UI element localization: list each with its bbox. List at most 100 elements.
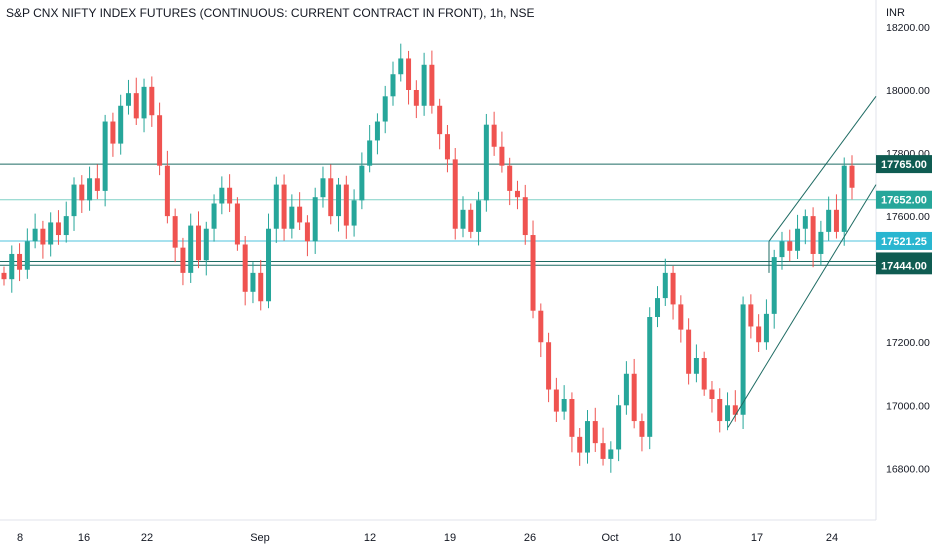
x-tick-label: 8 <box>17 532 23 544</box>
candle <box>125 93 131 106</box>
candle <box>429 64 435 106</box>
candle <box>600 443 606 459</box>
price-label-text: 17765.00 <box>881 159 927 171</box>
price-label-tag <box>876 155 932 174</box>
y-tick-label: 16800.00 <box>886 463 930 475</box>
candle <box>281 184 287 229</box>
candle <box>328 178 334 217</box>
candle <box>670 272 676 305</box>
candle <box>242 244 248 292</box>
candle <box>297 206 303 223</box>
candle <box>756 326 762 343</box>
candle <box>468 209 474 232</box>
candle <box>849 165 855 188</box>
candle <box>740 304 746 415</box>
candle <box>771 257 777 314</box>
currency-label: INR <box>886 7 905 19</box>
x-tick-label: 22 <box>141 532 153 544</box>
candle <box>810 216 816 254</box>
candle <box>55 222 61 236</box>
candle <box>802 216 808 229</box>
candle <box>359 165 365 201</box>
candle <box>289 206 295 229</box>
candle <box>164 165 170 217</box>
candle <box>608 449 614 459</box>
candle <box>795 228 801 251</box>
candle <box>818 231 824 254</box>
candle <box>234 203 240 245</box>
price-label-tag <box>876 231 932 250</box>
candle <box>584 421 590 453</box>
candle <box>701 358 707 390</box>
candle <box>444 134 450 160</box>
candle <box>63 216 69 236</box>
candle <box>367 140 373 166</box>
candle <box>779 241 785 258</box>
candle <box>476 200 482 232</box>
candle <box>304 222 310 242</box>
y-tick-label: 17000.00 <box>886 400 930 412</box>
candle <box>172 216 178 248</box>
candle <box>655 298 661 318</box>
trendline-upper <box>768 96 877 242</box>
candle <box>787 241 793 251</box>
candle <box>250 272 256 292</box>
candle <box>569 398 575 437</box>
candle <box>530 235 536 311</box>
trendline-lower <box>727 184 877 428</box>
candle <box>17 253 23 270</box>
candle <box>133 93 139 119</box>
price-label-text: 17521.25 <box>881 236 927 248</box>
candle <box>398 58 404 75</box>
candle <box>662 272 668 299</box>
candle <box>343 184 349 226</box>
candle <box>499 146 505 166</box>
candle <box>71 184 77 217</box>
candle <box>522 197 528 236</box>
candle <box>94 178 100 191</box>
candle <box>1 272 7 280</box>
price-label-text: 17652.00 <box>881 195 927 207</box>
x-tick-label: 24 <box>826 532 838 544</box>
candle <box>833 209 839 232</box>
candle <box>686 329 692 374</box>
candle <box>678 304 684 330</box>
x-tick-label: Oct <box>601 532 618 544</box>
candle <box>79 184 85 201</box>
price-label-tag <box>876 256 932 275</box>
x-tick-label: Sep <box>250 532 270 544</box>
candle <box>561 398 567 412</box>
candle <box>195 225 201 261</box>
candle <box>437 105 443 135</box>
candle <box>219 187 225 204</box>
candle <box>336 184 342 217</box>
candle <box>320 178 326 198</box>
candle <box>32 228 38 242</box>
candle <box>421 64 427 106</box>
candle <box>118 105 124 144</box>
candle <box>382 96 388 122</box>
candle <box>507 165 513 191</box>
candle <box>406 58 412 90</box>
candle <box>732 405 738 415</box>
chart-title: S&P CNX NIFTY INDEX FUTURES (CONTINUOUS:… <box>6 6 535 20</box>
candle <box>717 398 723 422</box>
candle <box>841 165 847 232</box>
candle <box>211 203 217 229</box>
candle <box>616 405 622 450</box>
x-tick-label: 16 <box>78 532 90 544</box>
candle <box>390 74 396 97</box>
candle <box>725 405 731 422</box>
candle <box>87 178 93 201</box>
candle <box>623 373 629 406</box>
candle <box>826 209 832 232</box>
candle <box>631 373 637 422</box>
candle <box>693 358 699 374</box>
candle <box>452 159 458 229</box>
candle <box>48 222 54 245</box>
candle <box>538 310 544 343</box>
y-tick-label: 17600.00 <box>886 211 930 223</box>
candle <box>351 200 357 226</box>
candle <box>227 187 233 204</box>
